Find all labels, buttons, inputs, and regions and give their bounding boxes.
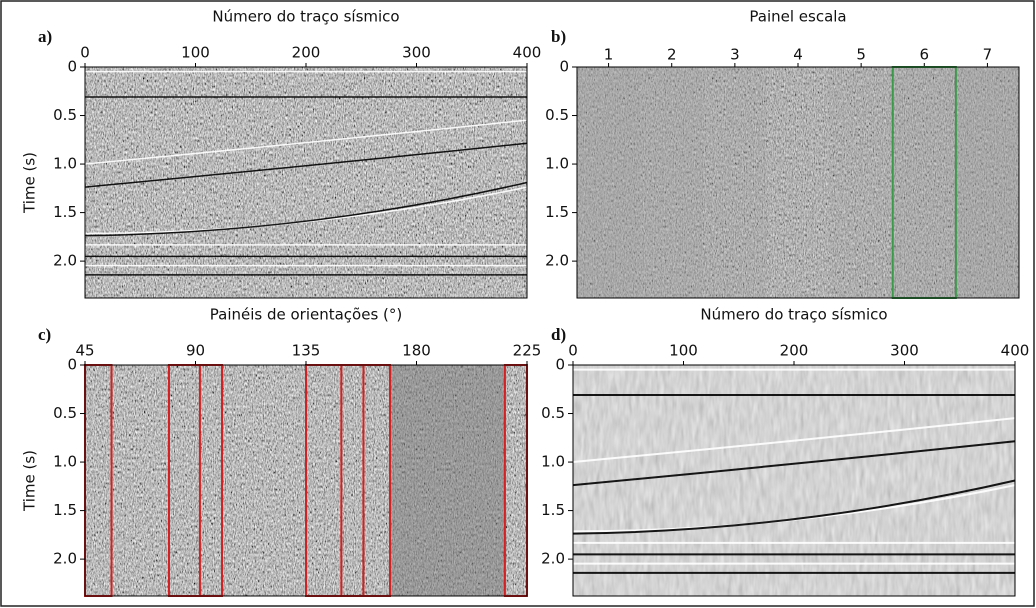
y-tick-label: 0 xyxy=(67,58,77,76)
y-tick-label: 1.0 xyxy=(53,453,77,471)
x-tick-label: 135 xyxy=(292,342,321,360)
x-tick-label: 1 xyxy=(604,46,614,64)
y-tick-label: 0 xyxy=(67,356,77,374)
panel-title: Painéis de orientações (°) xyxy=(210,306,403,324)
x-tick-label: 6 xyxy=(920,46,930,64)
y-tick-label: 2.0 xyxy=(53,550,77,568)
scale-panel xyxy=(892,67,956,298)
y-tick-label: 0.5 xyxy=(545,106,569,124)
y-tick-label: 1.5 xyxy=(541,501,565,519)
panel: a) Número do traço sísmico 0 100 200 300 400 0 0… xyxy=(21,8,542,299)
y-tick-label: 2.0 xyxy=(541,550,565,568)
panel-title: Número do traço sísmico xyxy=(212,8,399,26)
y-tick-label: 1.5 xyxy=(53,501,77,519)
x-tick-label: 300 xyxy=(402,44,431,62)
seismic-image xyxy=(85,67,527,298)
frame xyxy=(572,364,1016,597)
y-tick-label: 1.0 xyxy=(545,155,569,173)
x-tick-label: 90 xyxy=(186,342,205,360)
reflector xyxy=(84,181,528,237)
y-tick-label: 0 xyxy=(559,58,569,76)
y-tick-label: 1.5 xyxy=(53,203,77,221)
reflector xyxy=(84,142,528,188)
y-axis-label: Time (s) xyxy=(21,450,39,512)
y-tick-label: 2.0 xyxy=(545,252,569,270)
x-tick-label: 2 xyxy=(667,46,677,64)
y-tick-label: 0.5 xyxy=(541,404,565,422)
reflector xyxy=(572,440,1016,487)
panel-label: b) xyxy=(551,27,566,46)
panel: b) Painel escala 1 2 3 4 5 6 7 0 0.5 1.0 1.5 2.0 xyxy=(545,8,1020,299)
panel-title: Número do traço sísmico xyxy=(700,306,887,324)
x-tick-label: 180 xyxy=(402,342,431,360)
y-tick-label: 2.0 xyxy=(53,252,77,270)
x-tick-label: 400 xyxy=(1001,342,1030,360)
y-axis-label: Time (s) xyxy=(21,152,39,214)
scale-panel xyxy=(577,67,641,298)
panel-label: a) xyxy=(38,27,52,46)
reflector xyxy=(572,417,1016,464)
x-tick-label: 300 xyxy=(890,342,919,360)
y-tick-label: 0 xyxy=(555,356,565,374)
y-tick-label: 1.5 xyxy=(545,203,569,221)
scale-panel xyxy=(640,67,704,298)
x-tick-label: 45 xyxy=(75,342,94,360)
x-tick-label: 200 xyxy=(292,44,321,62)
y-tick-label: 1.0 xyxy=(541,453,565,471)
x-tick-label: 200 xyxy=(780,342,809,360)
frame xyxy=(84,66,528,299)
x-tick-label: 5 xyxy=(856,46,866,64)
frame xyxy=(84,364,528,597)
x-tick-label: 100 xyxy=(181,44,210,62)
scale-panel xyxy=(766,67,830,298)
reflector xyxy=(84,119,528,165)
panel-label: d) xyxy=(551,325,566,344)
panel: c) Painéis de orientações (°) 45 90 135 180 22… xyxy=(21,306,542,597)
panel: d) Número do traço sísmico 0 100 200 300 400 0 0… xyxy=(541,306,1029,597)
x-tick-label: 100 xyxy=(669,342,698,360)
scale-panel xyxy=(703,67,767,298)
x-tick-label: 7 xyxy=(983,46,993,64)
x-tick-label: 225 xyxy=(513,342,542,360)
x-tick-label: 0 xyxy=(80,44,90,62)
y-tick-label: 0.5 xyxy=(53,106,77,124)
y-tick-label: 0.5 xyxy=(53,404,77,422)
x-tick-label: 0 xyxy=(568,342,578,360)
x-tick-label: 400 xyxy=(513,44,542,62)
reflector xyxy=(572,479,1016,535)
scale-panel xyxy=(829,67,893,298)
frame xyxy=(576,66,1020,299)
x-tick-label: 4 xyxy=(793,46,803,64)
y-tick-label: 1.0 xyxy=(53,155,77,173)
x-tick-label: 3 xyxy=(730,46,740,64)
strong-zone xyxy=(389,365,505,596)
panel-title: Painel escala xyxy=(749,8,846,26)
panel-label: c) xyxy=(38,325,51,344)
scale-panel xyxy=(955,67,1019,298)
seismic-image xyxy=(573,365,1015,596)
